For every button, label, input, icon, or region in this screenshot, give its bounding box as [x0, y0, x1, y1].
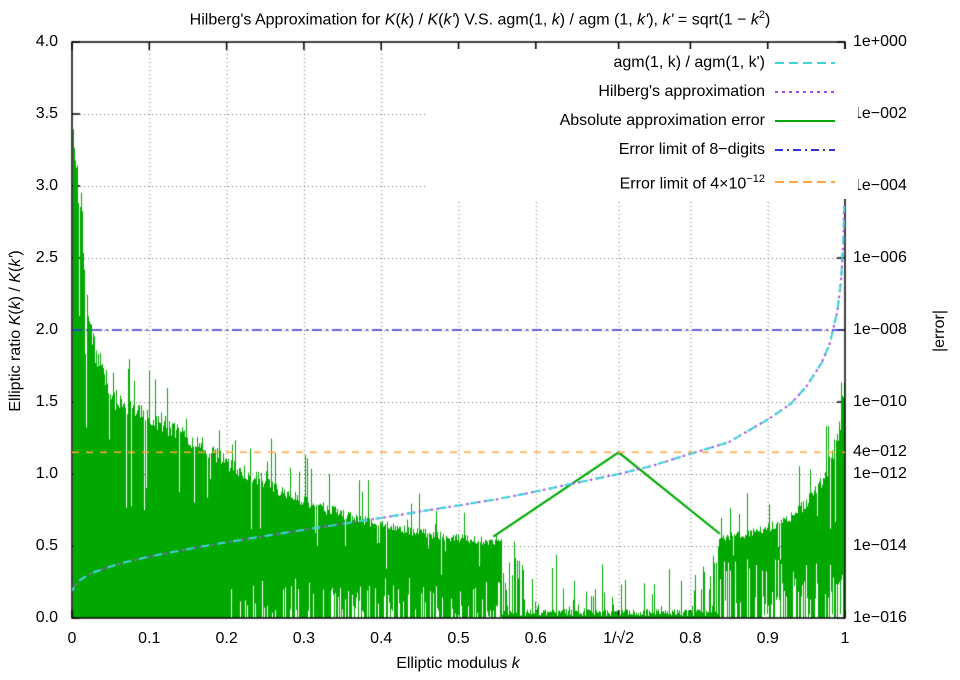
legend-label: Hilberg's approximation: [598, 83, 765, 101]
legend-row: Hilberg's approximation: [428, 83, 858, 101]
y-left-tick-label: 2.0: [35, 321, 58, 338]
y-right-tick-label: 1e−012: [853, 465, 907, 482]
legend-line-sample: [775, 91, 835, 94]
y-left-tick-label: 0.0: [35, 609, 58, 626]
x-tick-label: 0.2: [215, 630, 238, 647]
y-right-tick-label: 1e+000: [853, 33, 907, 50]
legend-row: Error limit of 4×10−12: [428, 170, 858, 193]
y-left-tick-label: 2.5: [35, 249, 58, 266]
y-left-tick-label: 3.5: [35, 105, 58, 122]
legend-label: agm(1, k) / agm(1, k'): [613, 54, 765, 72]
y-right-tick-label: 1e−016: [853, 609, 907, 626]
y-axis-label-right: |error|: [931, 309, 948, 353]
legend-label: Absolute approximation error: [559, 112, 765, 130]
y-right-tick-label: 1e−014: [853, 537, 907, 554]
y-left-tick-label: 3.0: [35, 177, 58, 194]
y-right-tick-label: 1e−002: [853, 105, 907, 122]
legend-line-sample: [775, 180, 835, 183]
x-tick-label: 1: [840, 630, 850, 647]
chart-title: Hilberg's Approximation for K(k) / K(k')…: [189, 9, 771, 29]
y-left-tick-label: 1.5: [35, 393, 58, 410]
y-left-tick-label: 1.0: [35, 465, 58, 482]
legend-line-sample: [775, 62, 835, 65]
y-right-tick-label: 1e−010: [853, 393, 907, 410]
legend-line-sample: [775, 120, 835, 123]
legend-label: Error limit of 8−digits: [618, 141, 765, 159]
y-right-tick-label: 1e−004: [853, 177, 907, 194]
y-right-tick-label: 1e−006: [853, 249, 907, 266]
x-axis-label: Elliptic modulus k: [396, 655, 520, 672]
y-left-tick-label: 4.0: [35, 33, 58, 50]
x-tick-label: 1/√2: [603, 630, 635, 647]
x-tick-label: 0.1: [138, 630, 161, 647]
y-right-tick-label: 1e−008: [853, 321, 907, 338]
legend: agm(1, k) / agm(1, k') Hilberg's approxim…: [428, 49, 858, 199]
x-tick-label: 0.4: [370, 630, 393, 647]
legend-label: Error limit of 4×10−12: [619, 173, 765, 193]
y-right-tick-label: 4e−012: [853, 443, 907, 461]
x-tick-label: 0.9: [756, 630, 779, 647]
legend-row: Absolute approximation error: [428, 112, 858, 130]
x-tick-label: 0.6: [524, 630, 547, 647]
x-tick-label: 0.5: [447, 630, 470, 647]
x-tick-label: 0: [67, 630, 77, 647]
legend-line-sample: [775, 149, 835, 152]
legend-row: agm(1, k) / agm(1, k'): [428, 54, 858, 72]
y-left-tick-label: 0.5: [35, 537, 58, 554]
x-tick-label: 0.8: [679, 630, 702, 647]
legend-row: Error limit of 8−digits: [428, 141, 858, 159]
x-tick-label: 0.3: [292, 630, 316, 647]
